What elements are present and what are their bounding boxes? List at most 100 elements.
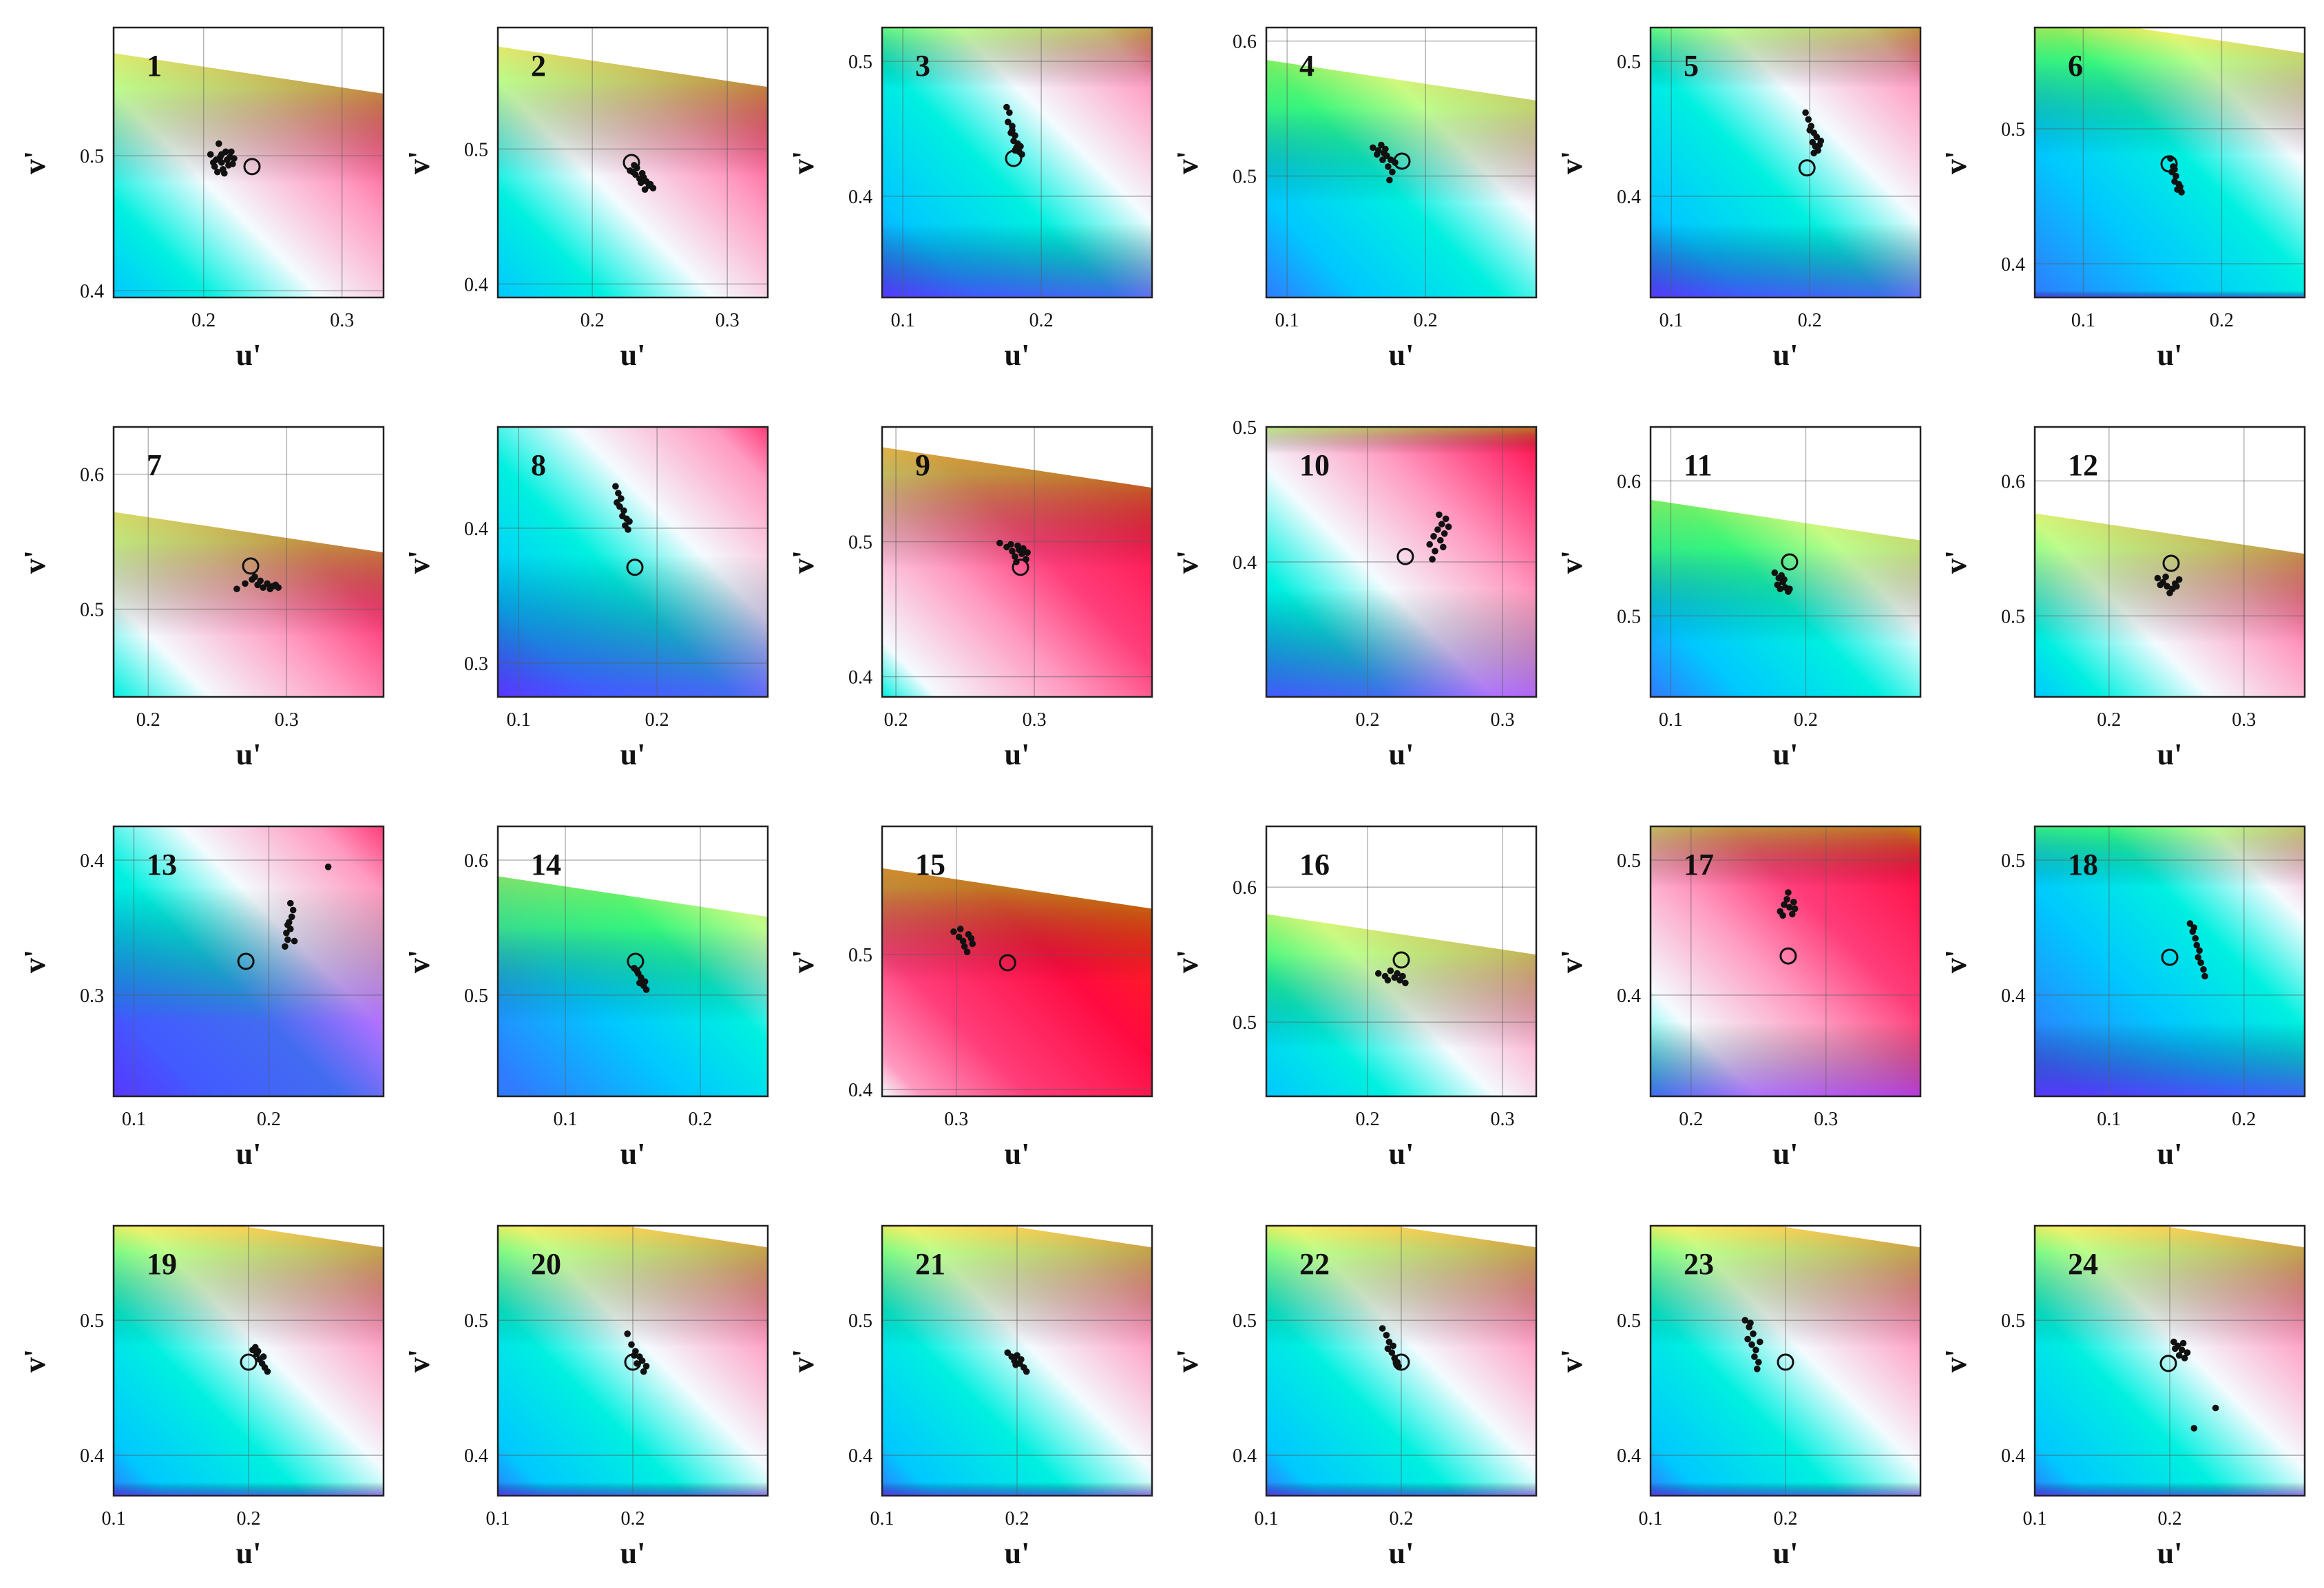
y-axis-title: v' xyxy=(786,950,820,973)
locus-mask xyxy=(1776,1226,1920,1248)
sample-point xyxy=(264,580,271,587)
plot-frame xyxy=(2033,26,2306,299)
x-tick-label: 0.1 xyxy=(507,709,531,731)
sample-point xyxy=(614,499,620,506)
sample-point xyxy=(641,186,649,194)
sample-point xyxy=(1385,1338,1393,1346)
x-axis-title: u' xyxy=(620,1137,646,1171)
y-axis-title: v' xyxy=(402,1349,436,1372)
x-axis-title: u' xyxy=(620,338,646,372)
sample-point xyxy=(1386,176,1393,184)
sample-point xyxy=(956,926,964,932)
sample-point xyxy=(647,180,654,188)
y-tick-label: 0.4 xyxy=(848,1445,872,1467)
x-tick-label: 0.2 xyxy=(1390,1508,1414,1529)
plot-frame xyxy=(1265,825,1538,1098)
sample-point xyxy=(1385,163,1392,170)
x-axis-title: u' xyxy=(2157,338,2183,372)
reference-marker xyxy=(1779,947,1797,965)
plot-frame xyxy=(1265,426,1538,698)
reference-marker xyxy=(2159,1355,2177,1372)
sample-point xyxy=(1018,1356,1025,1363)
x-tick-label: 0.1 xyxy=(554,1109,578,1130)
sample-point xyxy=(1757,1338,1763,1346)
locus-mask xyxy=(2133,28,2305,54)
reference-marker xyxy=(1396,547,1414,565)
y-tick-label: 0.4 xyxy=(1617,187,1641,208)
sample-point xyxy=(1390,1342,1396,1350)
x-tick-label: 0.1 xyxy=(1660,310,1684,331)
panel-number: 7 xyxy=(147,448,162,482)
sample-point xyxy=(1382,145,1389,153)
x-axis-title: u' xyxy=(1773,1536,1799,1570)
x-tick-label: 0.1 xyxy=(870,1508,894,1529)
x-tick-label: 0.3 xyxy=(944,1109,968,1130)
sample-point xyxy=(1748,1341,1755,1348)
sample-point xyxy=(1442,515,1449,523)
x-tick-label: 0.2 xyxy=(1356,1109,1380,1130)
y-tick-label: 0.5 xyxy=(848,945,872,966)
panel-number: 15 xyxy=(915,848,945,881)
plot-frame xyxy=(112,426,385,698)
y-tick-label: 0.5 xyxy=(464,139,488,160)
y-tick-label: 0.5 xyxy=(80,1310,104,1332)
sample-point xyxy=(624,1330,631,1337)
sample-point xyxy=(1750,1330,1757,1337)
sample-point xyxy=(2157,581,2164,589)
sample-point xyxy=(1430,533,1437,540)
sample-point xyxy=(1779,912,1786,919)
y-tick-label: 0.6 xyxy=(80,465,104,486)
sample-point xyxy=(2186,920,2194,927)
y-tick-label: 0.4 xyxy=(1617,1445,1641,1467)
sample-point xyxy=(1379,1325,1386,1332)
x-tick-label: 0.2 xyxy=(1005,1508,1029,1529)
x-tick-label: 0.3 xyxy=(2232,709,2256,731)
y-tick-label: 0.3 xyxy=(464,654,488,675)
sample-point xyxy=(2192,934,2199,942)
sample-point xyxy=(1399,972,1406,980)
sample-point xyxy=(1374,151,1381,158)
locus-mask xyxy=(114,28,384,94)
sample-point xyxy=(214,168,221,176)
panel-number: 6 xyxy=(2068,49,2083,83)
sample-point xyxy=(1009,547,1016,555)
sample-point xyxy=(1786,903,1793,911)
panel-7: 7 0.2 0.3 0.5 0.6 u' v' xyxy=(18,426,385,771)
panel-number: 14 xyxy=(531,848,561,881)
x-tick-label: 0.1 xyxy=(1659,709,1683,731)
locus-mask xyxy=(2035,427,2305,554)
y-tick-label: 0.4 xyxy=(848,187,872,208)
sample-point xyxy=(1810,149,1817,157)
sample-point xyxy=(1752,1346,1759,1354)
x-axis-title: u' xyxy=(2157,1137,2183,1171)
y-tick-label: 0.5 xyxy=(2001,119,2025,140)
x-axis-title: u' xyxy=(2157,738,2183,771)
y-axis-title: v' xyxy=(1939,151,1973,174)
y-axis-title: v' xyxy=(786,151,820,174)
x-tick-label: 0.2 xyxy=(1414,310,1438,331)
panel-12: 12 0.2 0.3 0.5 0.6 u' v' xyxy=(1939,426,2306,771)
sample-point xyxy=(291,937,298,945)
sample-point xyxy=(1781,576,1788,583)
sample-point xyxy=(963,948,971,956)
sample-point xyxy=(2170,1338,2177,1346)
sample-point xyxy=(2179,1339,2187,1347)
sample-point xyxy=(1806,127,1813,134)
locus-mask xyxy=(882,427,1152,488)
y-tick-label: 0.5 xyxy=(464,1310,488,1332)
x-tick-label: 0.1 xyxy=(1639,1508,1663,1529)
x-tick-label: 0.1 xyxy=(486,1508,510,1529)
sample-point xyxy=(2172,1345,2179,1352)
sample-point xyxy=(1751,1353,1758,1360)
x-tick-label: 0.2 xyxy=(1794,709,1818,731)
x-tick-label: 0.2 xyxy=(2097,709,2121,731)
x-tick-label: 0.3 xyxy=(275,709,299,731)
x-axis-title: u' xyxy=(1389,738,1414,771)
y-tick-label: 0.4 xyxy=(464,519,488,540)
sample-point xyxy=(1436,511,1443,519)
sample-point xyxy=(2162,573,2169,581)
sample-point xyxy=(1790,899,1797,906)
y-tick-label: 0.5 xyxy=(464,985,488,1007)
sample-point xyxy=(1755,1359,1762,1366)
reference-marker xyxy=(627,952,645,970)
